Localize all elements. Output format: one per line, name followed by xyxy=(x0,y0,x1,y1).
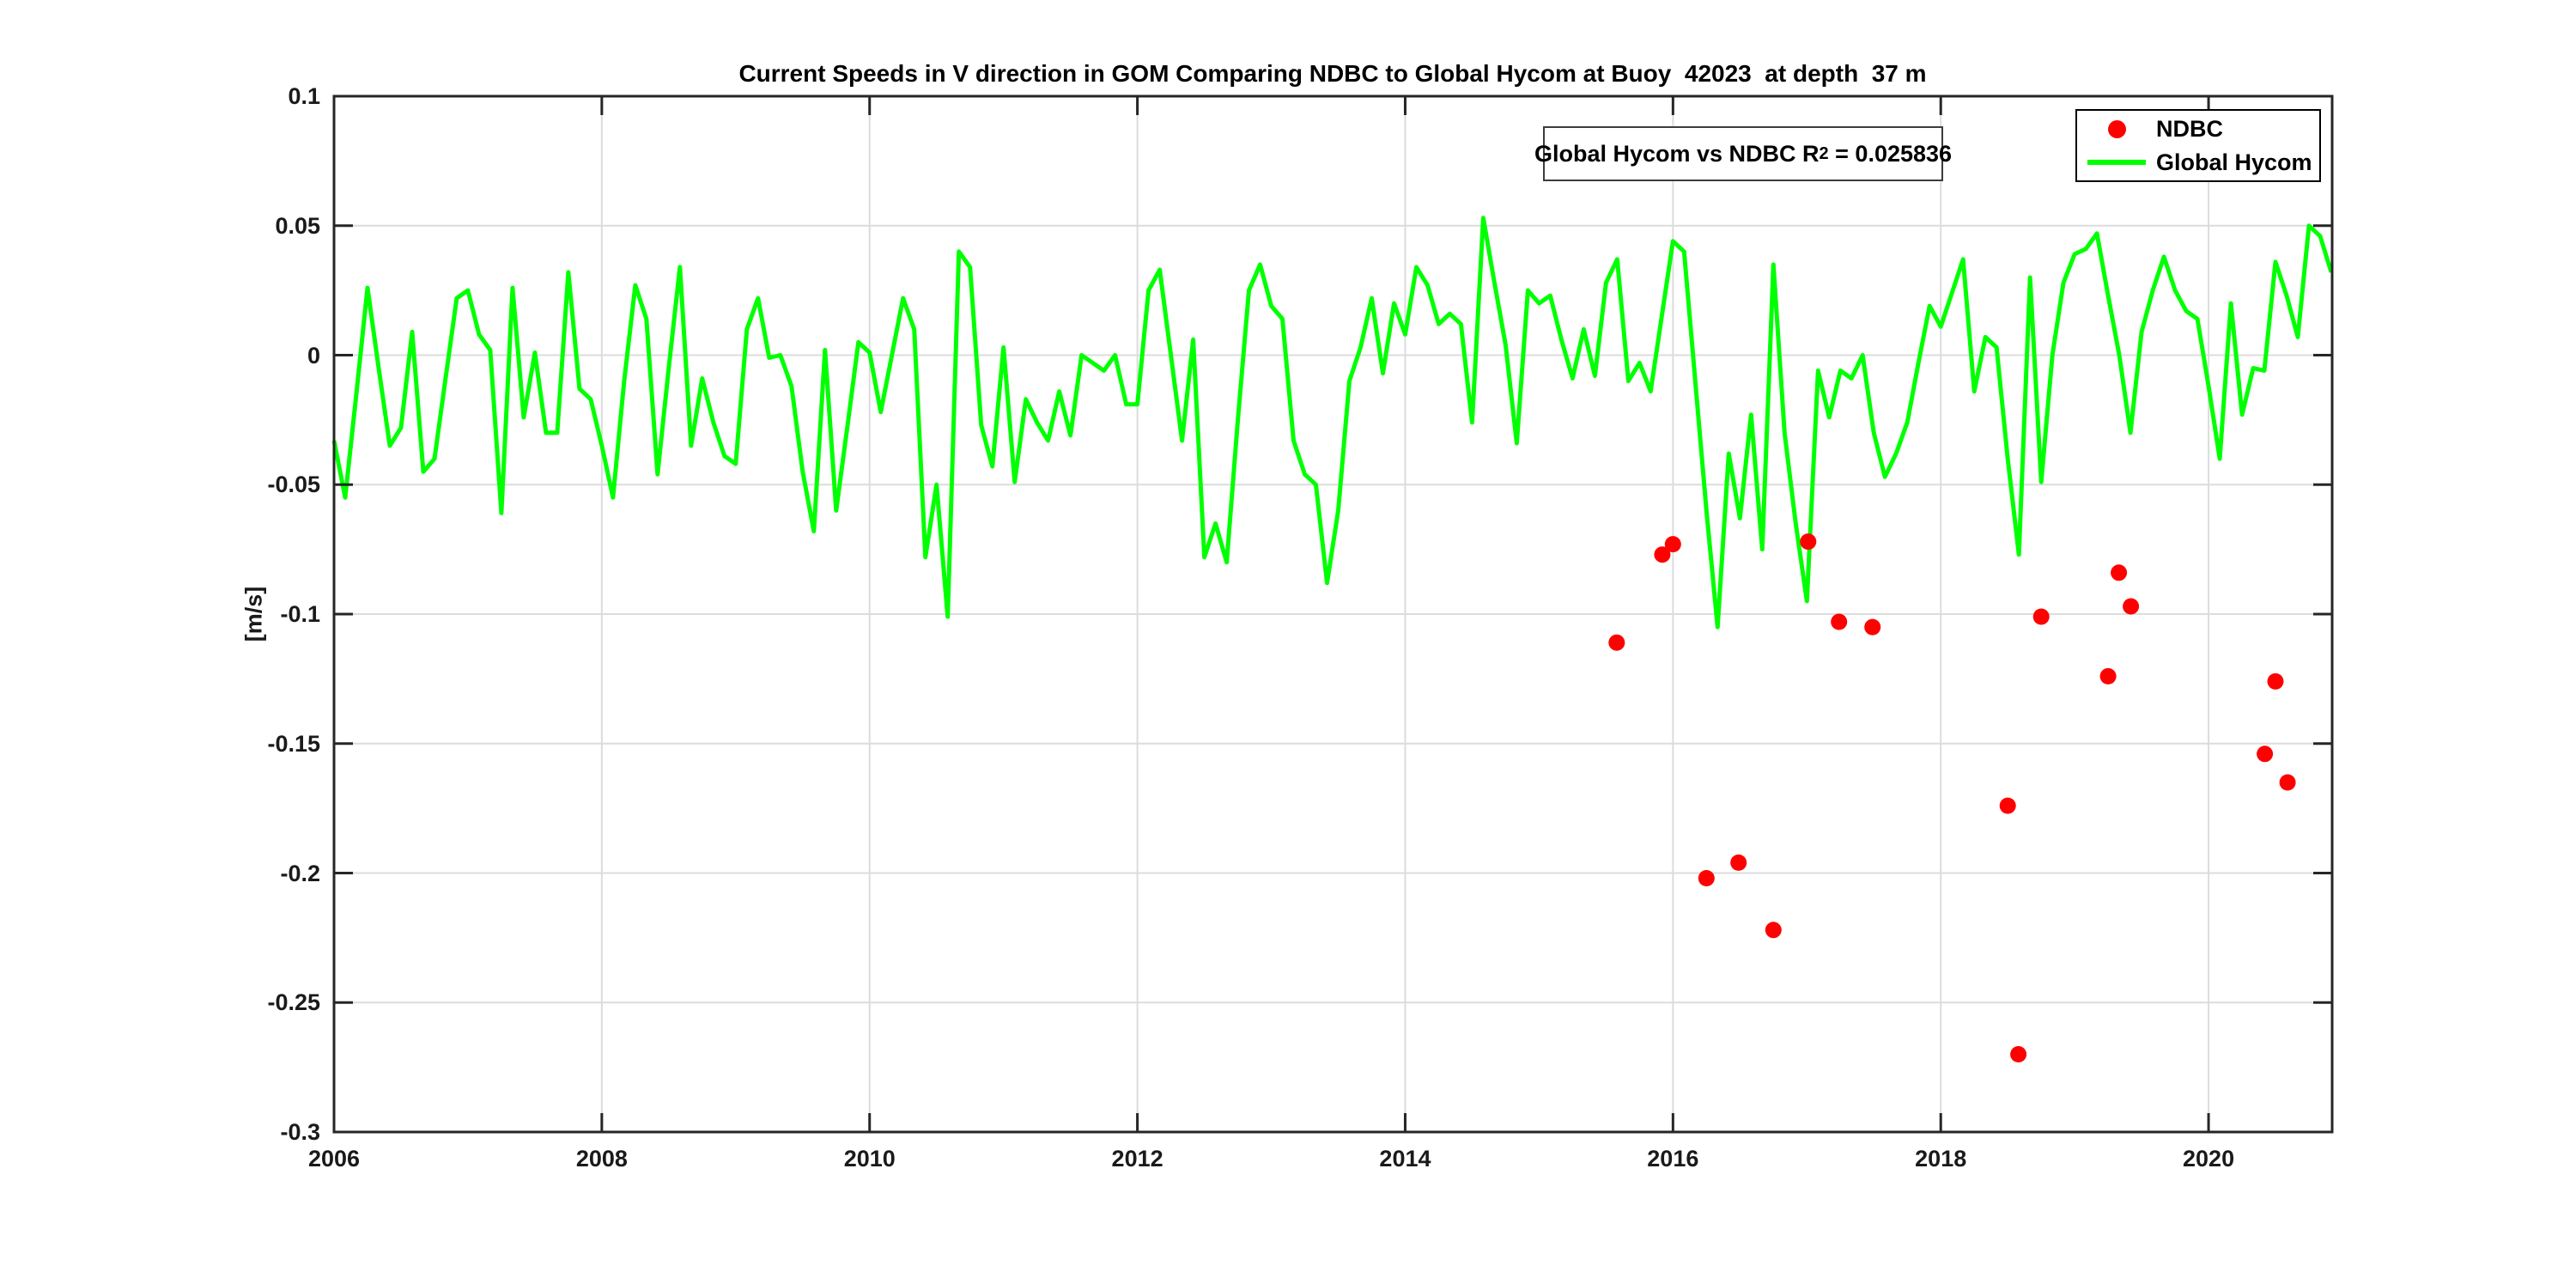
y-tick-label: -0.15 xyxy=(267,730,320,757)
ndbc-point xyxy=(1999,797,2016,814)
x-tick-label: 2018 xyxy=(1915,1146,1967,1172)
x-tick-label: 2012 xyxy=(1111,1146,1163,1172)
y-tick-label: -0.05 xyxy=(267,472,320,498)
y-tick-label: -0.3 xyxy=(280,1119,320,1145)
ndbc-point xyxy=(2279,774,2296,791)
x-tick-label: 2016 xyxy=(1647,1146,1699,1172)
x-tick-label: 2020 xyxy=(2183,1146,2235,1172)
y-tick-label: 0 xyxy=(307,342,320,368)
ndbc-point xyxy=(2257,746,2274,763)
annotation-exponent: 2 xyxy=(1819,143,1829,163)
y-tick-label: 0.1 xyxy=(288,83,320,109)
ndbc-point xyxy=(1800,533,1817,551)
ndbc-point xyxy=(2111,564,2128,581)
x-tick-label: 2008 xyxy=(575,1146,628,1172)
chart-title: Current Speeds in V direction in GOM Com… xyxy=(738,60,1927,87)
ndbc-point xyxy=(1831,613,1848,630)
hycom-line xyxy=(331,216,2334,630)
legend-label-global-hycom: Global Hycom xyxy=(2156,149,2312,175)
ndbc-point xyxy=(2099,667,2117,685)
hycom-line-marker-icon xyxy=(2087,160,2146,165)
x-tick-label: 2006 xyxy=(307,1146,361,1172)
ndbc-point xyxy=(1664,536,1681,553)
x-tick-label: 2014 xyxy=(1379,1146,1431,1172)
legend: NDBC Global Hycom xyxy=(2075,109,2321,182)
annotation-value: = 0.025836 xyxy=(1828,140,1953,167)
annotation-text: Global Hycom vs NDBC R xyxy=(1534,140,1820,167)
ndbc-dot-marker-icon xyxy=(2107,119,2126,138)
ndbc-point xyxy=(2032,608,2050,625)
ndbc-point xyxy=(1864,618,1881,636)
y-tick-label: 0.05 xyxy=(275,212,320,239)
y-tick-label: -0.1 xyxy=(280,601,320,627)
ndbc-point xyxy=(1654,546,1671,563)
legend-item-ndbc: NDBC xyxy=(2077,113,2319,144)
y-tick-label: -0.25 xyxy=(267,989,320,1016)
y-tick-label: -0.2 xyxy=(280,860,320,886)
legend-marker-cell xyxy=(2077,119,2156,138)
ndbc-point xyxy=(1765,922,1782,939)
legend-label-ndbc: NDBC xyxy=(2156,115,2223,142)
ndbc-point xyxy=(1730,854,1747,871)
ndbc-point xyxy=(2267,673,2284,690)
ndbc-point xyxy=(2123,598,2140,615)
ndbc-point xyxy=(1698,870,1715,886)
x-tick-label: 2010 xyxy=(843,1146,896,1172)
legend-item-global-hycom: Global Hycom xyxy=(2077,147,2319,178)
legend-marker-cell xyxy=(2077,160,2156,165)
ndbc-point xyxy=(2010,1046,2027,1062)
ndbc-point xyxy=(1608,634,1625,651)
